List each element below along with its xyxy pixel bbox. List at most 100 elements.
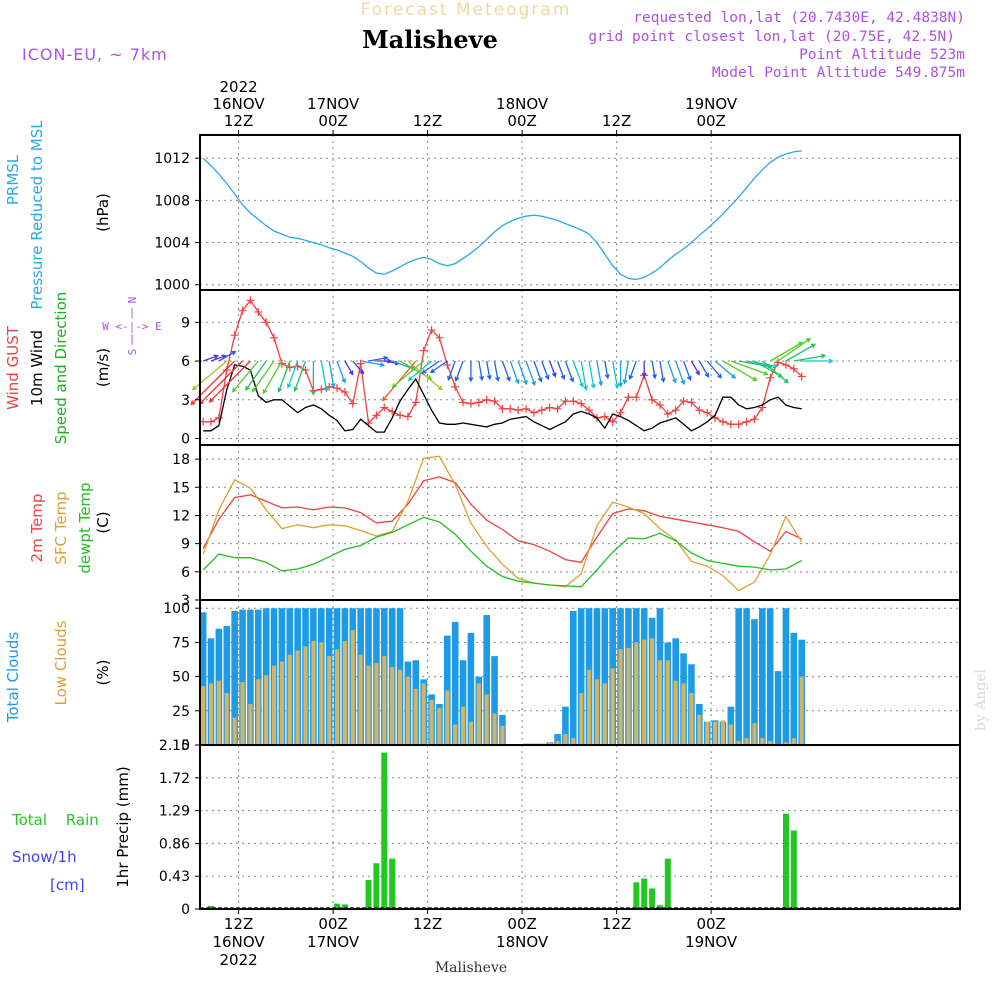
y-tick-label: 9 (181, 537, 190, 553)
y-tick-label: 0 (181, 738, 190, 754)
low-cloud-bar (240, 682, 245, 745)
gust-marker (663, 410, 672, 418)
credit-watermark: by Angel (973, 668, 989, 731)
low-cloud-bar (783, 742, 788, 745)
gust-marker (340, 388, 349, 397)
rain-bar (790, 830, 797, 909)
wind-direction-arrow (651, 360, 657, 380)
compass-south-stem: | (129, 332, 136, 345)
y-tick-label: 1000 (154, 278, 190, 294)
wind-direction-arrow (421, 360, 440, 374)
gust-marker (766, 373, 775, 382)
low-cloud-bar (665, 660, 670, 745)
total-cloud-bar (782, 608, 790, 745)
gust-marker (616, 408, 625, 417)
low-cloud-bar (642, 639, 647, 745)
low-cloud-bar (421, 683, 426, 745)
wind-direction-arrow (191, 360, 228, 391)
low-cloud-bar (555, 740, 560, 745)
gust-marker (498, 404, 507, 413)
y-tick-label: 9 (181, 315, 190, 331)
gust-marker (230, 331, 239, 340)
side-label-dewpt-temp: dewpt Temp (76, 482, 94, 573)
wind-direction-arrow (714, 360, 737, 379)
wind-direction-arrow (777, 338, 812, 362)
gust-marker (750, 415, 759, 424)
low-cloud-bar (216, 680, 221, 745)
total-cloud-bar (459, 660, 467, 745)
wind-direction-arrow (501, 360, 511, 382)
low-cloud-bar (791, 738, 796, 745)
gust-marker (427, 326, 436, 335)
y-tick-label: 18 (172, 452, 190, 468)
rain-bar (341, 904, 348, 909)
point-altitude: Point Altitude 523m (799, 47, 965, 63)
compass-south-label: S (126, 349, 139, 356)
wind-direction-arrow (641, 361, 647, 378)
wind-direction-arrow (277, 360, 291, 393)
gust-marker (742, 417, 751, 426)
low-cloud-bar (374, 662, 379, 745)
total-cloud-bar (577, 608, 585, 745)
temp2m-line (202, 476, 802, 564)
gust-marker (214, 413, 223, 422)
rain-bar (365, 880, 372, 909)
y-tick-label: 1008 (154, 193, 190, 209)
top-time-label: 00Z (696, 112, 725, 130)
wind-direction-arrow (785, 343, 817, 362)
y-tick-label: 1012 (154, 151, 190, 167)
top-time-label: 00Z (507, 112, 536, 130)
wind-direction-arrow (447, 360, 456, 381)
side-label-snow: Snow/1h (12, 848, 77, 866)
gust-marker (671, 406, 680, 415)
gust-marker (734, 420, 743, 429)
wind-direction-arrow (360, 360, 386, 368)
low-cloud-bar (579, 693, 584, 745)
wind-direction-arrow (667, 360, 677, 384)
low-cloud-bar (587, 669, 592, 745)
low-cloud-bar (697, 714, 702, 745)
total-cloud-bar (562, 706, 569, 745)
low-cloud-bar (610, 668, 615, 745)
wind-direction-arrow (368, 355, 389, 362)
gust-marker (537, 406, 546, 415)
low-cloud-bar (279, 661, 284, 745)
wind-direction-arrow (682, 360, 692, 381)
gust-marker (655, 400, 664, 409)
super-title: Forecast Meteogram (361, 0, 572, 20)
wind-direction-arrow (604, 360, 610, 380)
low-cloud-bar (453, 724, 458, 745)
wind-direction-arrow (525, 360, 536, 387)
gust-marker (687, 398, 696, 407)
low-cloud-bar (350, 630, 355, 745)
compass-north-label: N (126, 297, 139, 304)
y-tick-label: 6 (181, 565, 190, 581)
side-label-speed-direction: Speed and Direction (52, 292, 70, 445)
total-cloud-bar (790, 632, 798, 745)
wind-direction-arrow (328, 360, 336, 389)
rain-bar (334, 903, 341, 909)
low-cloud-bar (492, 713, 497, 745)
wind-direction-arrow (801, 358, 834, 364)
y-tick-label: 0 (181, 432, 190, 448)
wind-direction-arrow (612, 360, 620, 390)
gust-marker (254, 307, 263, 316)
wind-direction-arrow (493, 360, 500, 382)
panel-frame-precip (199, 744, 961, 910)
side-label-total-rain: Total Rain (11, 811, 99, 829)
low-cloud-bar (390, 667, 395, 745)
low-cloud-bar (413, 688, 418, 745)
compass-west-east: W <-|-> E (102, 320, 162, 333)
model-point-altitude: Model Point Altitude 549.875m (712, 65, 965, 81)
panel-frame-temperature (199, 444, 961, 601)
low-cloud-bar (366, 665, 371, 745)
wind-direction-arrow (698, 360, 710, 378)
side-label-gust: Wind GUST (4, 325, 22, 410)
low-cloud-bar (705, 721, 710, 745)
wind-direction-arrow (310, 361, 316, 396)
y-axis-label-clouds: (%) (94, 660, 112, 686)
bottom-time-label: 00Z (318, 915, 347, 933)
y-tick-label: 25 (172, 704, 190, 720)
gust-marker (703, 408, 712, 417)
low-cloud-bar (657, 660, 662, 745)
